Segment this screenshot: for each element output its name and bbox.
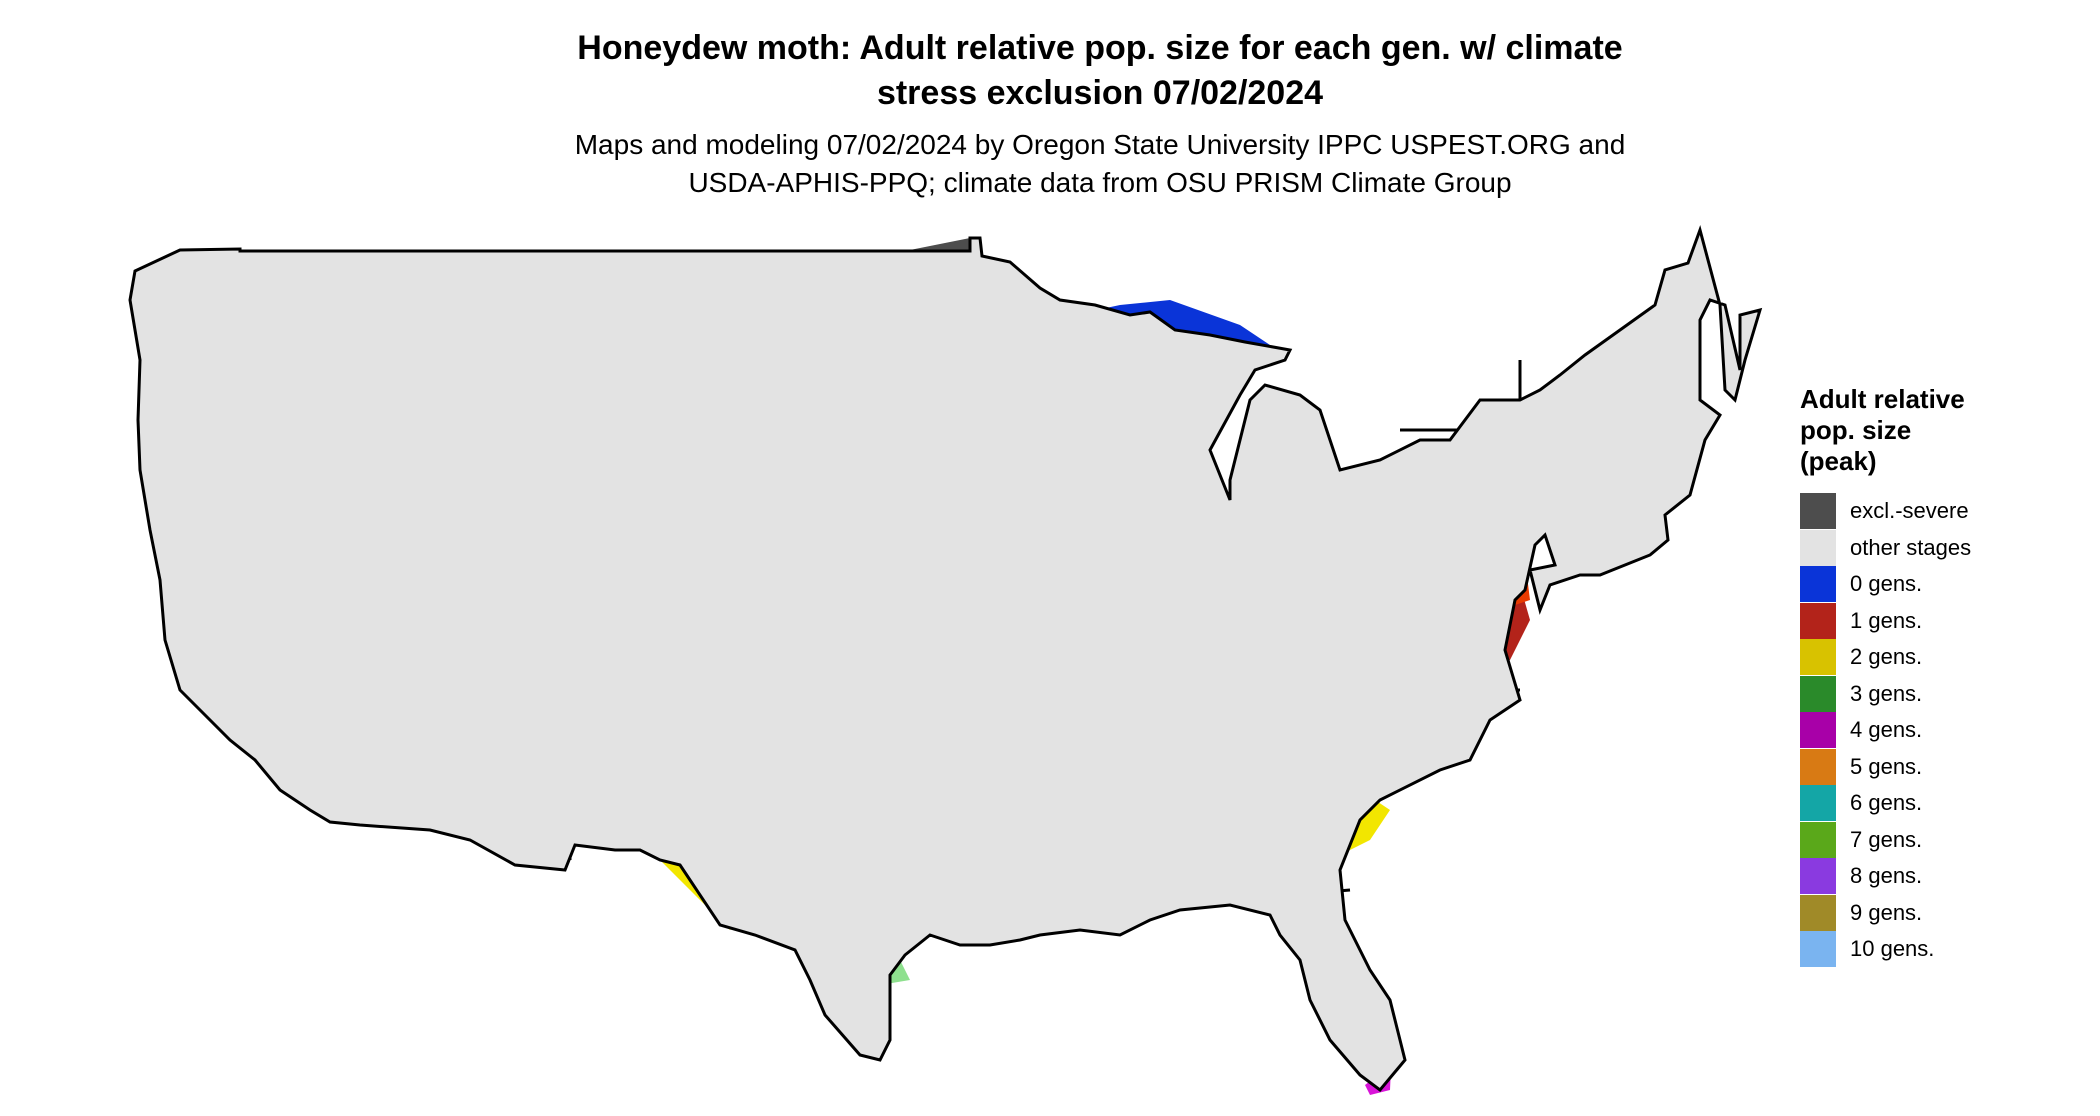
map-subtitle: Maps and modeling 07/02/2024 by Oregon S… <box>260 126 1940 202</box>
legend-title-line-2: pop. size <box>1800 415 1912 445</box>
legend-swatch <box>1800 785 1836 822</box>
legend-swatch <box>1800 675 1836 712</box>
legend-label: 8 gens. <box>1850 863 1923 889</box>
legend-items: excl.-severe other stages 0 gens. 1 gens. 2 … <box>1800 493 1971 968</box>
legend-label: 5 gens. <box>1850 753 1923 779</box>
legend-item: other stages <box>1800 529 1972 567</box>
map-title: Honeydew moth: Adult relative pop. size … <box>260 26 1940 116</box>
legend-label: 9 gens. <box>1850 899 1923 925</box>
legend-swatch <box>1800 748 1836 785</box>
legend-label: 4 gens. <box>1850 717 1923 743</box>
legend-swatch <box>1800 566 1836 603</box>
legend-item: 6 gens. <box>1800 785 1971 822</box>
legend-item: 0 gens. <box>1800 566 1971 603</box>
legend-label: excl.-severe <box>1850 498 1969 524</box>
legend-label: 1 gens. <box>1850 607 1923 633</box>
national-outline <box>128 228 1762 1092</box>
legend-item: 9 gens. <box>1800 894 1971 932</box>
legend: Adult relative pop. size (peak) excl.-se… <box>1800 384 1971 968</box>
legend-label: other stages <box>1850 534 1972 560</box>
legend-label: 6 gens. <box>1850 790 1923 816</box>
legend-item: 4 gens. <box>1800 712 1971 749</box>
title-line-2: stress exclusion 07/02/2024 <box>876 74 1324 112</box>
legend-title-line-1: Adult relative <box>1800 384 1965 414</box>
legend-swatch <box>1800 712 1836 749</box>
legend-swatch <box>1800 639 1836 676</box>
legend-swatch <box>1800 529 1836 566</box>
legend-item: 3 gens. <box>1800 675 1971 713</box>
legend-swatch <box>1800 858 1836 895</box>
legend-title: Adult relative pop. size (peak) <box>1800 384 1971 477</box>
legend-item: 7 gens. <box>1800 821 1971 859</box>
legend-label: 0 gens. <box>1850 571 1923 597</box>
legend-item: 1 gens. <box>1800 602 1971 640</box>
legend-swatch <box>1800 602 1836 639</box>
legend-title-line-3: (peak) <box>1800 446 1877 476</box>
legend-label: 3 gens. <box>1850 680 1923 706</box>
state-borders <box>128 228 1762 1092</box>
legend-swatch <box>1800 931 1836 968</box>
legend-label: 7 gens. <box>1850 826 1923 852</box>
legend-label: 10 gens. <box>1850 936 1935 962</box>
legend-swatch <box>1800 821 1836 858</box>
subtitle-line-1: Maps and modeling 07/02/2024 by Oregon S… <box>574 129 1626 160</box>
legend-item: 8 gens. <box>1800 858 1971 895</box>
legend-item: excl.-severe <box>1800 493 1971 530</box>
legend-item: 2 gens. <box>1800 639 1971 676</box>
legend-item: 10 gens. <box>1800 931 1971 968</box>
legend-swatch <box>1800 894 1836 931</box>
legend-label: 2 gens. <box>1850 644 1923 670</box>
subtitle-line-2: USDA-APHIS-PPQ; climate data from OSU PR… <box>688 167 1512 198</box>
legend-swatch <box>1800 493 1836 530</box>
legend-item: 5 gens. <box>1800 748 1971 786</box>
title-line-1: Honeydew moth: Adult relative pop. size … <box>577 29 1623 67</box>
